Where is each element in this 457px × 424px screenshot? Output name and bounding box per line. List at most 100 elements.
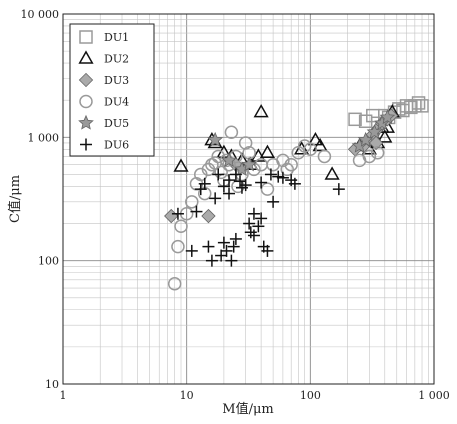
data-point xyxy=(348,112,362,127)
data-point xyxy=(261,244,274,257)
legend-label: DU2 xyxy=(104,53,129,66)
y-tick-label: 100 xyxy=(38,255,59,268)
series-du5 xyxy=(207,109,396,177)
data-point xyxy=(173,158,189,172)
legend-item: DU3 xyxy=(78,72,129,88)
legend-box xyxy=(69,23,155,157)
data-point xyxy=(259,144,276,158)
data-point xyxy=(370,145,385,160)
data-point xyxy=(217,180,230,193)
data-point xyxy=(225,254,238,267)
data-point xyxy=(408,99,422,113)
y-tick-label: 10 000 xyxy=(21,8,60,21)
data-point xyxy=(174,219,188,234)
data-point xyxy=(252,220,265,233)
data-point xyxy=(404,100,418,115)
series-du1 xyxy=(348,96,429,131)
legend-item: DU1 xyxy=(79,30,129,44)
legend-marker xyxy=(79,30,93,44)
data-point xyxy=(377,129,393,143)
legend: DU1 DU2 DU3 DU4 DU5 DU6 xyxy=(69,23,155,157)
data-point xyxy=(171,207,184,220)
data-point xyxy=(239,179,252,192)
data-point xyxy=(229,168,242,181)
legend-label: DU5 xyxy=(104,117,129,130)
data-point xyxy=(317,149,332,164)
x-axis-label: M值/μm xyxy=(222,401,273,417)
data-point xyxy=(362,149,377,164)
data-point xyxy=(276,153,290,168)
data-point xyxy=(185,195,199,209)
data-point xyxy=(207,131,223,147)
data-point xyxy=(241,156,257,172)
data-point xyxy=(366,124,383,139)
data-point xyxy=(221,152,237,168)
data-point xyxy=(255,212,268,225)
data-point xyxy=(276,171,289,184)
data-point xyxy=(312,137,328,152)
legend-label: DU1 xyxy=(104,31,129,44)
data-point xyxy=(280,162,294,177)
data-point xyxy=(217,236,230,249)
series-du6 xyxy=(171,168,345,267)
data-point xyxy=(209,192,222,205)
data-point xyxy=(307,131,324,146)
data-point xyxy=(411,96,426,110)
data-point xyxy=(223,187,236,200)
data-point xyxy=(190,205,203,218)
legend-marker xyxy=(78,72,94,88)
x-tick-label: 1 000 xyxy=(418,389,450,402)
legend-marker xyxy=(80,138,92,151)
data-point xyxy=(223,174,236,187)
data-point xyxy=(244,226,257,239)
legend-item: DU6 xyxy=(80,138,129,152)
legend-item: DU5 xyxy=(78,114,129,130)
data-point xyxy=(171,239,185,254)
data-point xyxy=(205,254,218,267)
data-point xyxy=(267,195,280,208)
data-point xyxy=(238,136,253,150)
legend-marker xyxy=(78,50,94,64)
data-point xyxy=(227,240,240,253)
data-point xyxy=(212,168,225,181)
data-point xyxy=(253,104,269,118)
x-tick-label: 100 xyxy=(300,389,321,402)
data-point xyxy=(415,99,429,113)
plot-frame xyxy=(62,13,435,385)
data-point xyxy=(201,208,216,224)
data-point xyxy=(214,165,228,180)
data-point xyxy=(324,166,340,180)
legend-item: DU2 xyxy=(78,50,129,66)
data-point xyxy=(303,142,318,157)
data-point xyxy=(229,232,242,245)
data-point xyxy=(247,229,260,242)
data-point xyxy=(167,276,182,291)
data-point xyxy=(264,168,277,181)
legend-label: DU6 xyxy=(104,139,129,152)
x-tick-label: 1 xyxy=(60,389,67,402)
data-point xyxy=(243,217,256,230)
legend-item: DU4 xyxy=(79,94,129,109)
data-point xyxy=(224,125,239,139)
data-point xyxy=(198,177,211,190)
data-point xyxy=(220,244,233,257)
data-point xyxy=(211,149,225,164)
data-point xyxy=(185,244,198,257)
legend-label: DU3 xyxy=(104,74,129,87)
data-point xyxy=(379,109,396,125)
y-axis-label: C值/μm xyxy=(7,175,23,223)
x-tick-label: 10 xyxy=(180,389,194,402)
legend-label: DU4 xyxy=(104,96,129,109)
data-point xyxy=(247,207,260,220)
data-point xyxy=(202,240,215,253)
data-point xyxy=(284,157,298,172)
data-point xyxy=(332,183,345,196)
data-points xyxy=(164,96,429,291)
y-tick-label: 10 xyxy=(45,378,59,391)
data-point xyxy=(231,179,245,194)
legend-marker xyxy=(78,114,94,130)
data-point xyxy=(260,182,275,196)
data-point xyxy=(288,177,301,190)
